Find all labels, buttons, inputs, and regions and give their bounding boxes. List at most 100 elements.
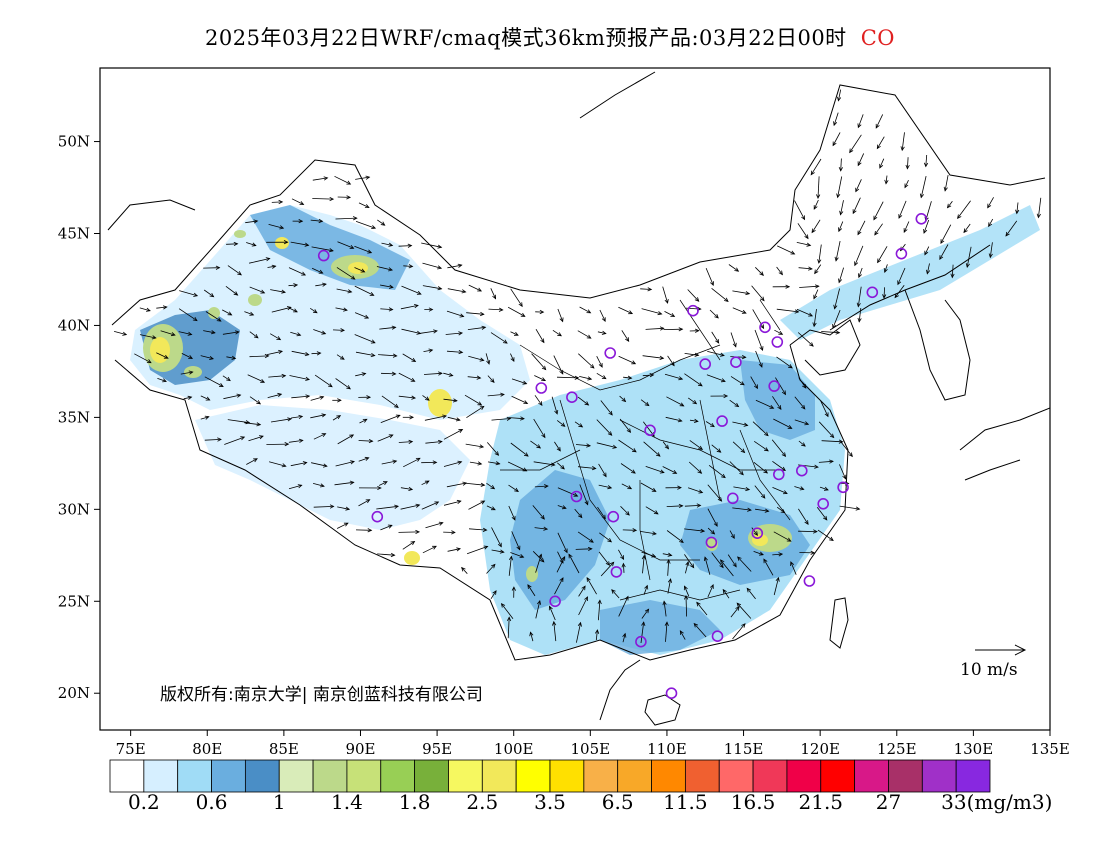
wind-arrow-shaft xyxy=(598,484,612,489)
wind-arrow-shaft xyxy=(490,332,508,344)
wind-arrow-head xyxy=(339,355,345,360)
wind-arrow-head xyxy=(651,487,657,492)
wind-arrow-shaft xyxy=(398,372,415,382)
station-marker xyxy=(795,464,808,477)
station-marker xyxy=(817,497,830,510)
wind-arrow-head xyxy=(713,522,718,527)
wind-arrow-head xyxy=(799,486,805,491)
wind-arrow-head xyxy=(522,380,528,385)
wind-arrow-shaft xyxy=(798,508,809,525)
wind-arrow-shaft xyxy=(966,246,972,268)
wind-arrow-head xyxy=(520,312,526,317)
wind-arrow-shaft xyxy=(139,334,156,339)
wind-arrow-head xyxy=(321,433,327,438)
wind-arrow-shaft xyxy=(709,309,719,319)
wind-arrow-head xyxy=(286,306,292,311)
wind-arrow-shaft xyxy=(666,530,684,543)
wind-arrow-shaft xyxy=(227,419,250,424)
station-marker xyxy=(705,536,718,549)
wind-arrow-shaft xyxy=(849,134,862,153)
lon-tick-label: 125E xyxy=(877,740,917,758)
wind-arrow-head xyxy=(563,548,568,554)
wind-arrow-shaft xyxy=(667,355,675,366)
wind-arrow-shaft xyxy=(424,415,447,421)
wind-arrow-shaft xyxy=(776,506,785,514)
wind-arrow-head xyxy=(550,462,556,467)
wind-arrow-shaft xyxy=(312,198,334,200)
wind-arrow-head xyxy=(694,297,700,302)
wind-arrow-shaft xyxy=(510,353,515,362)
wind-arrow-shaft xyxy=(855,179,862,192)
wind-arrow-shaft xyxy=(640,622,645,644)
wind-arrow-shaft xyxy=(183,396,192,400)
wind-arrow-shaft xyxy=(684,528,705,532)
wind-arrow-head xyxy=(438,371,443,376)
wind-arrow-shaft xyxy=(336,288,352,293)
wind-arrow-head xyxy=(461,289,467,294)
wind-arrow-head xyxy=(950,273,955,279)
wind-arrow-head xyxy=(852,209,857,215)
wind-arrow-head xyxy=(146,359,152,364)
wind-arrow-head xyxy=(694,352,700,357)
wind-arrow-shaft xyxy=(377,553,395,556)
wind-arrow-head xyxy=(802,384,807,389)
wind-arrow-head xyxy=(298,219,304,224)
wind-arrow-head xyxy=(587,376,593,381)
wind-arrow-shaft xyxy=(486,564,496,574)
wind-arrow-shaft xyxy=(645,506,659,515)
wind-arrow-shaft xyxy=(623,563,625,573)
wind-arrow-shaft xyxy=(421,242,442,248)
wind-arrow-head xyxy=(919,193,925,199)
wind-arrow-shaft xyxy=(288,267,306,276)
station-marker xyxy=(866,286,879,299)
wind-arrow-head xyxy=(495,461,501,466)
wind-arrow-head xyxy=(321,330,327,335)
wind-arrow-shaft xyxy=(642,555,645,574)
wind-arrow-shaft xyxy=(832,132,841,146)
wind-arrow-head xyxy=(854,261,859,267)
wind-arrow-head xyxy=(589,364,595,369)
wind-arrow-head xyxy=(693,622,699,628)
wind-arrow-shaft xyxy=(730,332,737,347)
wind-arrow-head xyxy=(296,332,302,337)
wind-arrow-head xyxy=(877,258,882,264)
wind-arrow-shaft xyxy=(732,421,748,426)
wind-arrow-head xyxy=(607,538,613,543)
wind-arrow-head xyxy=(584,401,590,406)
wind-arrow-head xyxy=(240,436,246,441)
wind-arrow-head xyxy=(849,148,854,154)
wind-arrow-head xyxy=(461,566,466,572)
wind-arrow-head xyxy=(601,514,606,520)
wind-arrow-shaft xyxy=(707,484,722,502)
wind-arrow-shaft xyxy=(835,241,841,261)
wind-arrow-shaft xyxy=(378,354,397,357)
lon-tick-label: 90E xyxy=(345,740,375,758)
wind-arrow-shaft xyxy=(619,395,626,402)
wind-arrow-head xyxy=(720,559,725,564)
wind-arrow-shaft xyxy=(400,305,419,310)
wind-arrow-shaft xyxy=(447,264,462,269)
wind-arrow-shaft xyxy=(722,589,730,599)
wind-arrow-head xyxy=(657,311,663,316)
hotspot-qinghai xyxy=(428,389,452,417)
wind-arrow-shaft xyxy=(244,422,261,426)
wind-arrow-shaft xyxy=(466,406,485,419)
wind-arrow-shaft xyxy=(311,267,323,274)
wind-arrow-head xyxy=(433,329,438,334)
wind-arrow-head xyxy=(777,405,782,410)
wind-arrow-head xyxy=(392,459,398,464)
wind-arrow-head xyxy=(957,214,962,220)
wind-arrow-shaft xyxy=(507,461,527,472)
wind-arrow-head xyxy=(874,230,879,236)
wind-arrow-head xyxy=(458,350,464,355)
wind-arrow-head xyxy=(659,326,665,331)
wind-arrow-shaft xyxy=(623,376,632,379)
wind-arrow-head xyxy=(364,204,370,208)
wind-arrow-head xyxy=(527,584,532,589)
wind-arrow-head xyxy=(804,234,809,240)
wind-arrow-shaft xyxy=(579,484,589,505)
wind-arrow-shaft xyxy=(790,561,797,575)
wind-arrow-head xyxy=(146,307,151,312)
lon-tick-label: 130E xyxy=(954,740,994,758)
wind-arrow-shaft xyxy=(310,219,323,222)
